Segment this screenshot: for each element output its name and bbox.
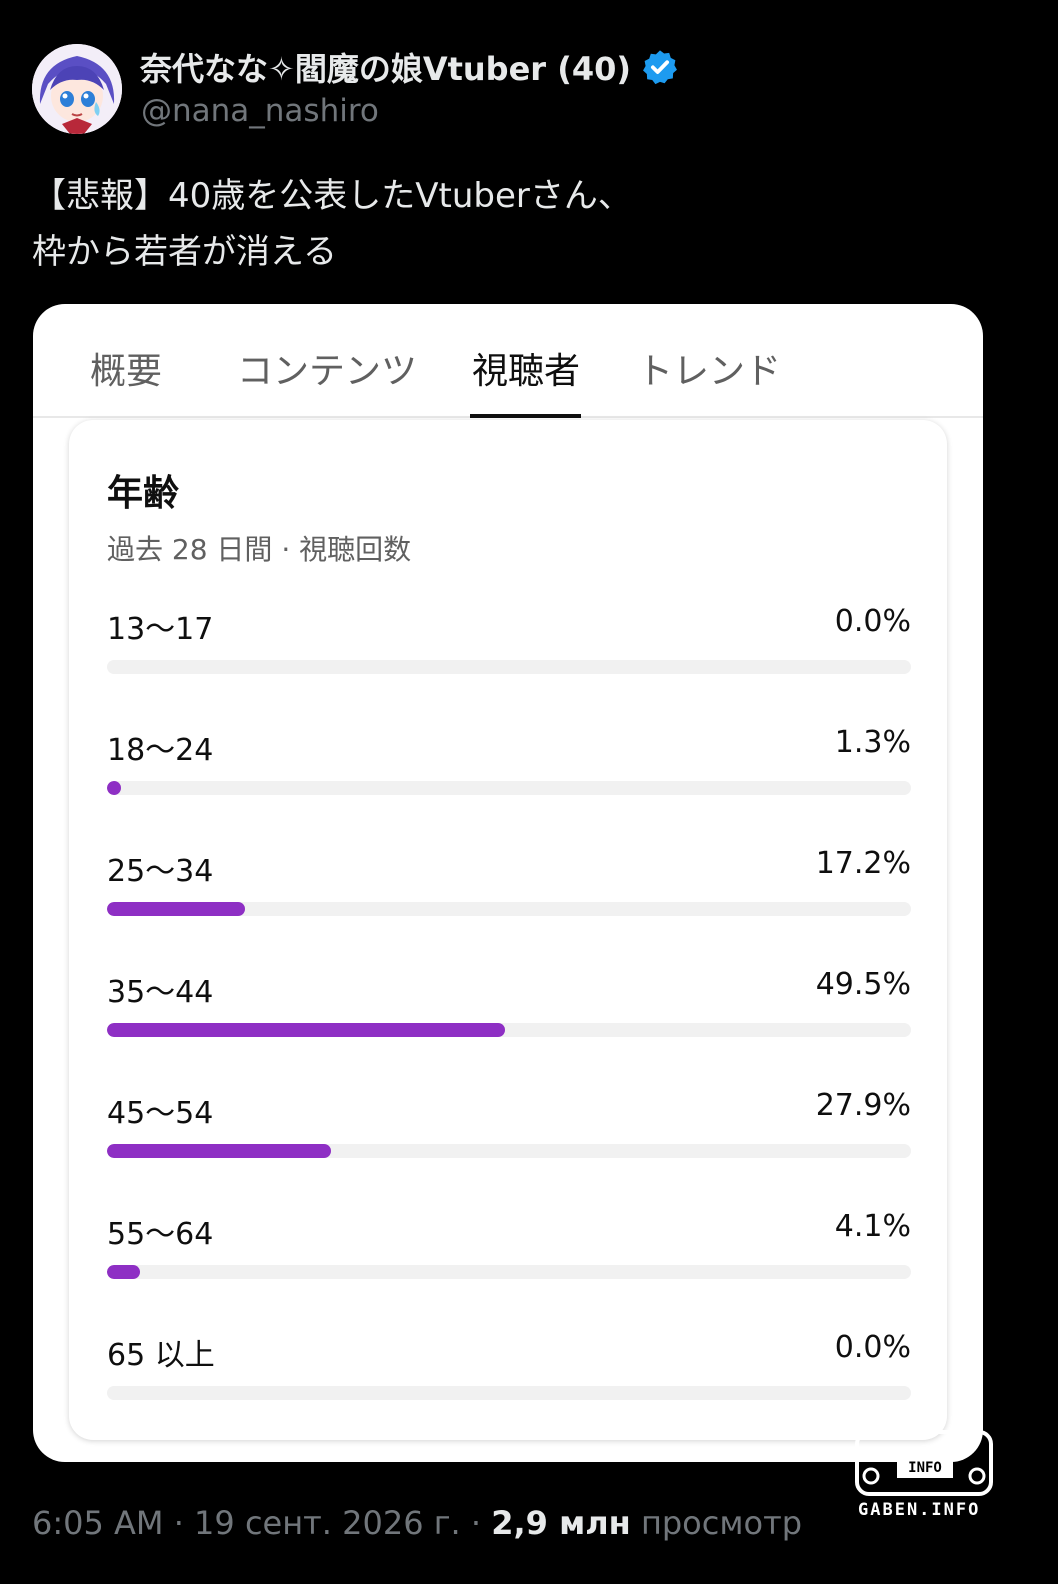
- age-range-label: 35〜44: [107, 975, 214, 1010]
- watermark-logo-icon: INFO: [855, 1424, 995, 1524]
- age-range-label: 45〜54: [107, 1096, 214, 1131]
- age-row: 45〜54 27.9%: [107, 1088, 911, 1178]
- tweet-meta: 6:05 AM · 19 сент. 2026 г. · 2,9 млн про…: [32, 1504, 802, 1542]
- age-percent-label: 0.0%: [834, 604, 911, 639]
- age-range-label: 13〜17: [107, 612, 214, 647]
- tweet-text-line-2: 枠から若者が消える: [32, 232, 337, 272]
- age-row: 35〜44 49.5%: [107, 967, 911, 1057]
- age-percent-label: 49.5%: [815, 967, 911, 1002]
- bar-track: [107, 660, 911, 674]
- active-tab-indicator: [470, 414, 581, 418]
- bar-fill: [107, 1265, 140, 1279]
- age-percent-label: 27.9%: [815, 1088, 911, 1123]
- age-row: 13〜17 0.0%: [107, 604, 911, 694]
- user-handle[interactable]: @nana_nashiro: [141, 93, 379, 129]
- age-panel: 年齢 過去 28 日間 · 視聴回数 13〜17 0.0% 18〜24 1.3% 25〜…: [69, 420, 947, 1440]
- age-range-label: 65 以上: [107, 1338, 215, 1373]
- tab-overview[interactable]: 概要: [90, 351, 163, 392]
- view-label: просмотр: [630, 1504, 803, 1542]
- panel-subtitle: 過去 28 日間 · 視聴回数: [107, 533, 412, 566]
- watermark-text: GABEN.INFO: [858, 1500, 981, 1520]
- tab-audience[interactable]: 視聴者: [472, 351, 581, 392]
- age-range-label: 55〜64: [107, 1217, 214, 1252]
- display-name[interactable]: 奈代なな✧閻魔の娘Vtuber (40): [140, 44, 679, 90]
- panel-title: 年齢: [107, 473, 180, 514]
- bar-track: [107, 902, 911, 916]
- avatar-image: [32, 44, 122, 134]
- bar-fill: [107, 1144, 332, 1158]
- avatar[interactable]: [32, 44, 122, 134]
- tab-trends[interactable]: トレンド: [637, 351, 782, 392]
- tweet-timestamp[interactable]: 6:05 AM · 19 сент. 2026 г. ·: [32, 1504, 492, 1542]
- age-row: 55〜64 4.1%: [107, 1209, 911, 1299]
- bar-track: [107, 1386, 911, 1400]
- age-row: 18〜24 1.3%: [107, 725, 911, 815]
- display-name-text: 奈代なな✧閻魔の娘Vtuber (40): [140, 50, 631, 88]
- age-range-label: 25〜34: [107, 854, 214, 889]
- bar-track: [107, 781, 911, 795]
- age-percent-label: 17.2%: [815, 846, 911, 881]
- view-count: 2,9 млн: [491, 1504, 631, 1542]
- bar-track: [107, 1144, 911, 1158]
- age-row: 25〜34 17.2%: [107, 846, 911, 936]
- bar-fill: [107, 1023, 505, 1037]
- bar-fill: [107, 902, 246, 916]
- age-row: 65 以上 0.0%: [107, 1330, 911, 1420]
- bar-fill: [107, 781, 121, 795]
- analytics-tabs: 概要 コンテンツ 視聴者 トレンド: [33, 304, 983, 418]
- bar-track: [107, 1265, 911, 1279]
- tweet-text: 【悲報】40歳を公表したVtuberさん、 枠から若者が消える: [32, 168, 632, 280]
- age-percent-label: 4.1%: [834, 1209, 911, 1244]
- age-percent-label: 1.3%: [834, 725, 911, 760]
- age-percent-label: 0.0%: [834, 1330, 911, 1365]
- tweet-text-line-1: 【悲報】40歳を公表したVtuberさん、: [32, 176, 632, 216]
- watermark-icon-text: INFO: [908, 1460, 942, 1476]
- age-range-label: 18〜24: [107, 733, 214, 768]
- bar-track: [107, 1023, 911, 1037]
- verified-badge-icon: [641, 48, 679, 86]
- attached-screenshot[interactable]: 概要 コンテンツ 視聴者 トレンド 年齢 過去 28 日間 · 視聴回数 13〜…: [33, 304, 983, 1462]
- tab-content[interactable]: コンテンツ: [237, 351, 418, 392]
